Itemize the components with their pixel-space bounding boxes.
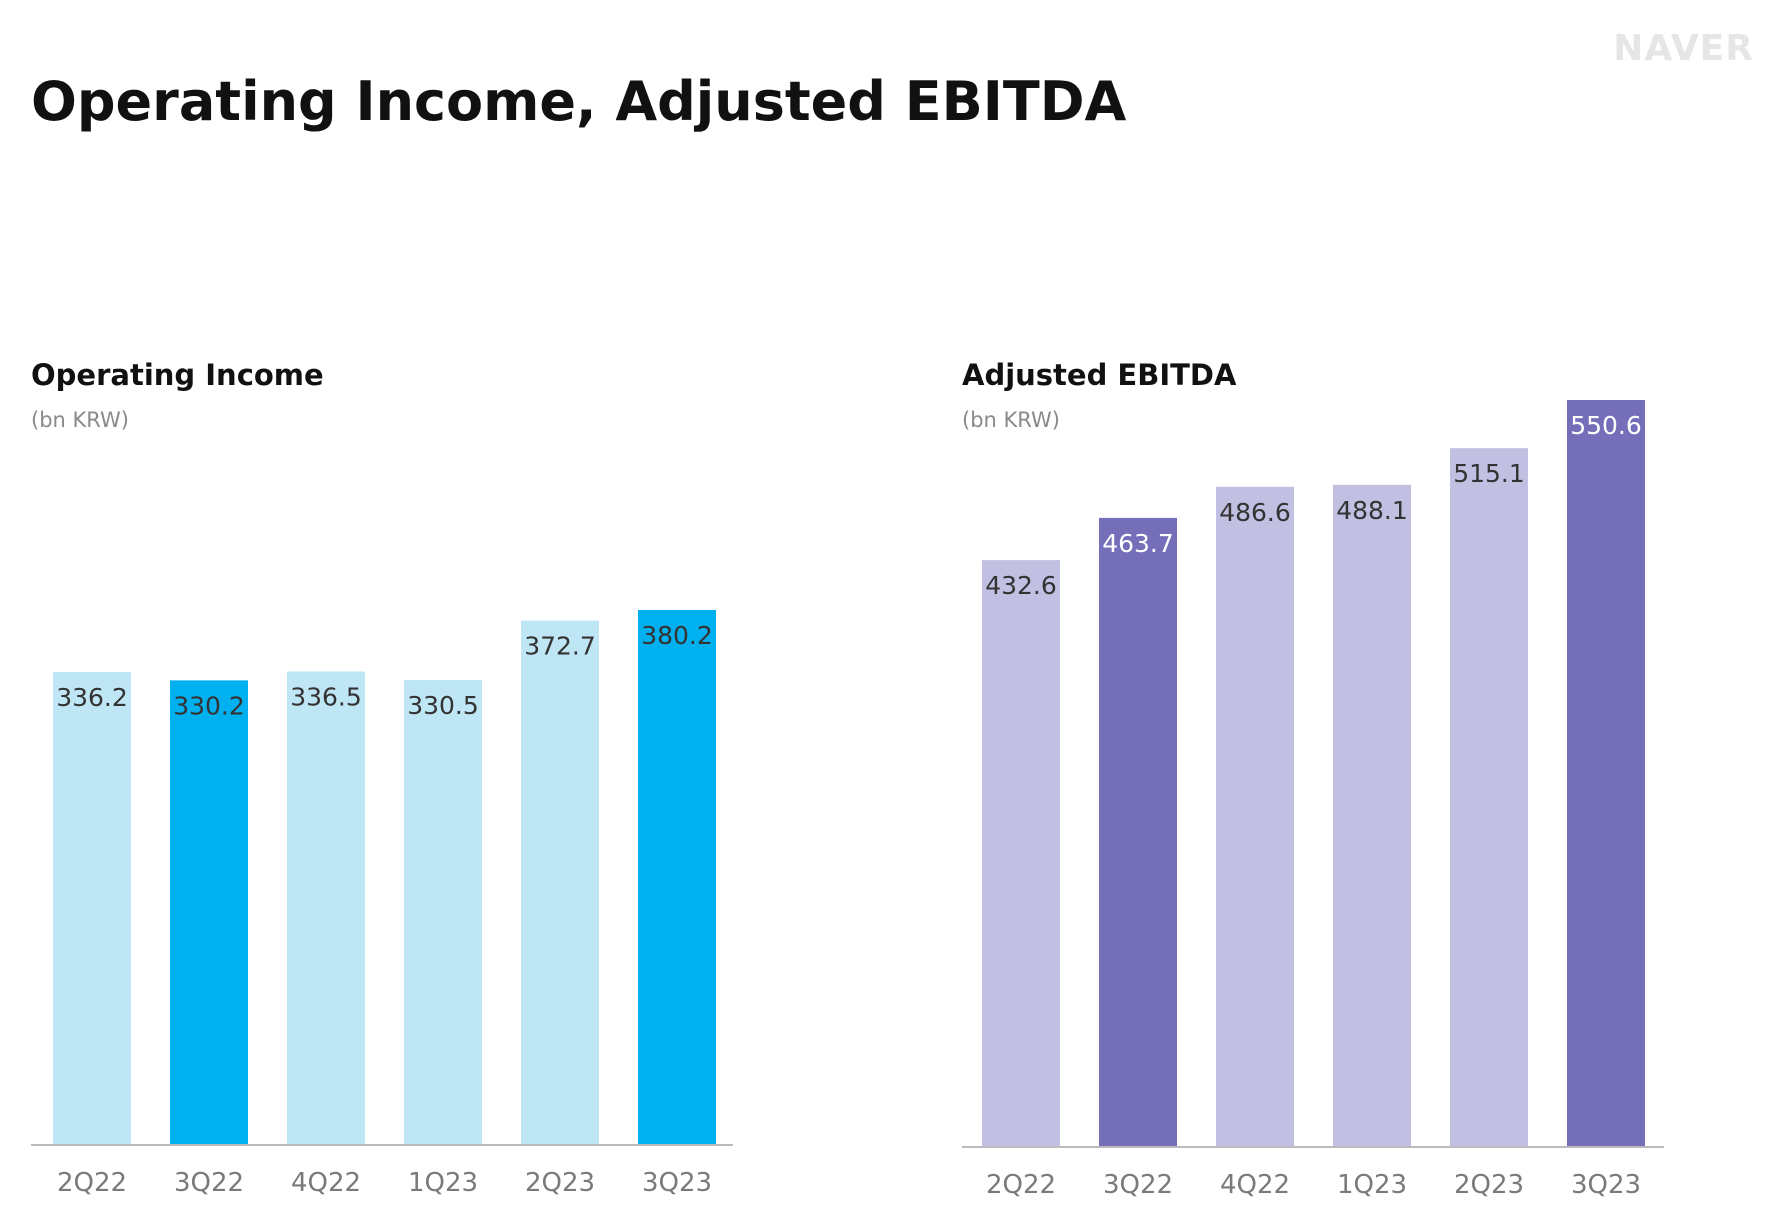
naver-logo: NAVER [1613, 28, 1754, 69]
operating-income-value-label: 330.2 [173, 691, 245, 720]
operating-income-x-tick-label: 2Q23 [525, 1168, 595, 1198]
adjusted-ebitda-x-tick-label: 2Q22 [986, 1170, 1056, 1200]
operating-income-x-tick-label: 4Q22 [291, 1168, 361, 1198]
adjusted-ebitda-bar-4q22 [1216, 486, 1294, 1147]
adjusted-ebitda-x-tick-label: 3Q23 [1571, 1170, 1641, 1200]
operating-income-x-tick-label: 1Q23 [408, 1168, 478, 1198]
adjusted-ebitda-x-tick-label: 3Q22 [1103, 1170, 1173, 1200]
operating-income-x-tick-label: 3Q22 [174, 1168, 244, 1198]
adjusted-ebitda-value-label: 432.6 [985, 571, 1057, 600]
adjusted-ebitda-x-tick-label: 1Q23 [1337, 1170, 1407, 1200]
operating-income-bar-3q23 [638, 610, 716, 1145]
operating-income-x-tick-label: 2Q22 [57, 1168, 127, 1198]
operating-income-bar-4q22 [287, 671, 365, 1145]
operating-income-value-label: 372.7 [524, 632, 596, 661]
operating-income-bar-1q23 [404, 679, 482, 1145]
adjusted-ebitda-unit: (bn KRW) [962, 408, 1060, 432]
page-title: Operating Income, Adjusted EBITDA [31, 70, 1127, 133]
adjusted-ebitda-value-label: 488.1 [1336, 496, 1408, 525]
operating-income-bar-2q22 [53, 671, 131, 1145]
operating-income-bar-3q22 [170, 680, 248, 1145]
adjusted-ebitda-panel: Adjusted EBITDA (bn KRW) 432.6 2Q22 463.7 3… [962, 350, 1722, 1210]
adjusted-ebitda-title: Adjusted EBITDA [962, 358, 1237, 392]
adjusted-ebitda-x-tick-label: 4Q22 [1220, 1170, 1290, 1200]
operating-income-title: Operating Income [31, 358, 324, 392]
adjusted-ebitda-chart: 432.6 2Q22 463.7 3Q22 486.6 4Q22 488.1 1Q23 515.… [962, 400, 1664, 1200]
operating-income-unit: (bn KRW) [31, 408, 129, 432]
operating-income-value-label: 380.2 [641, 621, 713, 650]
adjusted-ebitda-bar-3q22 [1099, 517, 1177, 1147]
adjusted-ebitda-value-label: 463.7 [1102, 529, 1174, 558]
adjusted-ebitda-x-tick-label: 2Q23 [1454, 1170, 1524, 1200]
operating-income-bar-2q23 [521, 620, 599, 1145]
operating-income-x-tick-label: 3Q23 [642, 1168, 712, 1198]
operating-income-value-label: 330.5 [407, 691, 479, 720]
adjusted-ebitda-bar-2q23 [1450, 448, 1528, 1147]
adjusted-ebitda-value-label: 486.6 [1219, 498, 1291, 527]
operating-income-value-label: 336.2 [56, 683, 128, 712]
operating-income-panel: Operating Income (bn KRW) 336.2 2Q22 330.2… [31, 350, 791, 1210]
adjusted-ebitda-value-label: 515.1 [1453, 459, 1525, 488]
adjusted-ebitda-bar-2q22 [982, 560, 1060, 1147]
operating-income-chart: 336.2 2Q22 330.2 3Q22 336.5 4Q22 330.5 1Q23 372.… [31, 610, 733, 1198]
operating-income-value-label: 336.5 [290, 682, 362, 711]
adjusted-ebitda-bar-1q23 [1333, 484, 1411, 1148]
adjusted-ebitda-bar-3q23 [1567, 400, 1645, 1147]
adjusted-ebitda-value-label: 550.6 [1570, 411, 1642, 440]
